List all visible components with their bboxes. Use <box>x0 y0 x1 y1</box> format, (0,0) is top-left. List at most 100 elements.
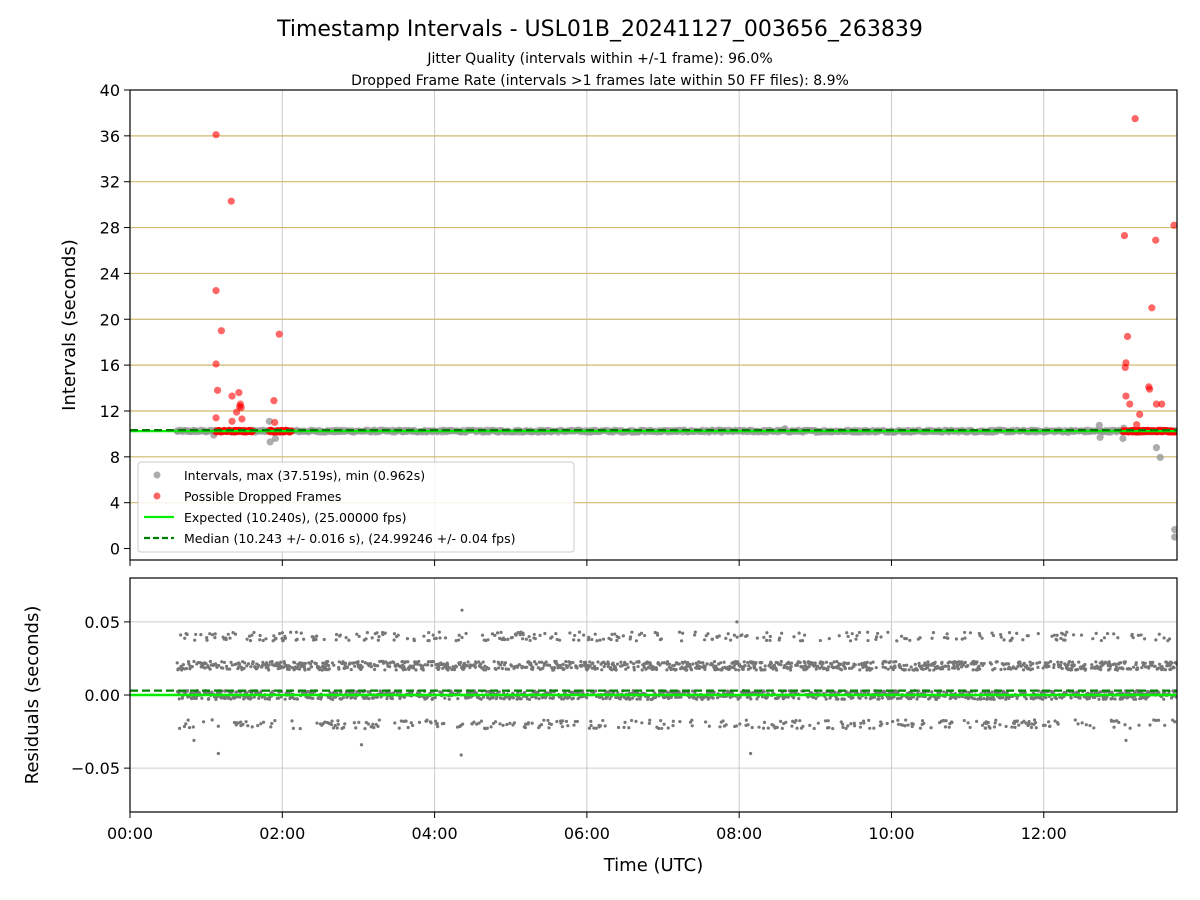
residual-point <box>909 691 914 695</box>
residual-point <box>954 695 958 699</box>
residual-point <box>1076 667 1080 672</box>
residual-point <box>521 637 525 641</box>
residual-point <box>443 636 448 640</box>
residual-point <box>703 664 707 669</box>
residual-point <box>508 721 512 725</box>
residual-point <box>541 666 545 670</box>
residual-point <box>808 723 812 727</box>
residual-point <box>1092 726 1096 730</box>
intervals-plot-area <box>130 90 1177 560</box>
residual-point <box>1024 697 1028 701</box>
residual-point <box>210 690 214 694</box>
residual-point <box>918 726 923 730</box>
residual-point <box>193 638 197 642</box>
residual-point <box>628 697 632 701</box>
residual-point <box>185 632 189 637</box>
residual-point <box>404 719 408 723</box>
dropped-frame-point <box>212 360 220 368</box>
residual-point <box>1113 697 1117 701</box>
residual-point <box>787 689 791 693</box>
residual-point <box>278 631 282 636</box>
residual-point <box>1153 664 1157 668</box>
residual-point <box>186 718 190 722</box>
residual-point <box>1026 634 1030 638</box>
residual-point <box>818 638 822 643</box>
residual-point <box>1035 661 1039 665</box>
residual-point <box>926 660 930 664</box>
residual-point <box>383 631 387 635</box>
residual-point <box>539 723 544 727</box>
residual-point <box>213 662 218 666</box>
residual-point <box>738 695 742 699</box>
residual-point <box>589 723 593 728</box>
residual-point <box>895 639 899 643</box>
residual-point <box>372 726 376 730</box>
interval-point <box>271 434 280 443</box>
residual-point <box>331 726 336 730</box>
residual-point <box>338 633 342 637</box>
residual-point <box>610 632 614 636</box>
residual-point <box>686 660 690 665</box>
residual-point <box>635 697 639 701</box>
residual-point <box>406 660 410 664</box>
residual-point <box>587 635 591 639</box>
residual-point <box>737 668 741 672</box>
residual-point <box>291 726 295 731</box>
interval-point <box>1096 433 1104 441</box>
residual-point <box>331 697 335 701</box>
residual-point <box>332 663 336 667</box>
residual-point <box>1073 718 1077 722</box>
residual-point <box>907 668 911 672</box>
residual-point <box>364 637 368 641</box>
residual-point <box>745 695 749 700</box>
residual-point <box>980 723 985 727</box>
residual-point <box>595 639 599 643</box>
residual-point <box>575 719 580 724</box>
residual-point <box>1094 660 1098 664</box>
residual-point <box>1134 661 1138 665</box>
residual-point <box>788 668 793 672</box>
residual-point <box>366 722 371 726</box>
residual-point <box>601 718 605 723</box>
residual-point <box>185 689 190 693</box>
residual-point <box>465 663 469 668</box>
residual-point <box>486 638 490 642</box>
residual-point <box>616 725 621 730</box>
residual-point <box>1043 661 1048 665</box>
residual-point <box>595 666 599 671</box>
residual-point <box>1114 662 1118 666</box>
residual-point <box>216 751 220 756</box>
interval-point <box>1171 533 1177 541</box>
residual-point <box>523 690 527 695</box>
residual-point <box>505 722 509 727</box>
residual-point <box>579 659 583 664</box>
residual-point <box>190 696 194 701</box>
residual-point <box>966 721 970 725</box>
residual-point <box>946 664 951 668</box>
residual-point <box>959 665 964 669</box>
residual-point <box>705 662 709 666</box>
residual-point <box>403 667 408 672</box>
residual-point <box>636 664 640 669</box>
residual-point <box>258 633 262 638</box>
residual-point <box>886 667 890 671</box>
residual-point <box>654 667 659 672</box>
residual-point <box>722 660 726 664</box>
residual-point <box>510 635 514 640</box>
residual-point <box>793 691 797 695</box>
residual-point <box>267 697 271 701</box>
residual-point <box>459 753 463 757</box>
residual-point <box>833 665 837 669</box>
residual-point <box>356 660 360 664</box>
residual-point <box>745 691 749 695</box>
residual-point <box>255 666 259 670</box>
residual-point <box>993 667 997 671</box>
residual-point <box>437 666 441 670</box>
residual-point <box>846 661 851 665</box>
residual-point <box>270 721 274 726</box>
residual-point <box>220 660 224 664</box>
residual-point <box>659 718 663 723</box>
x-tick-label: 08:00 <box>716 824 762 843</box>
residual-point <box>656 633 660 637</box>
residual-point <box>226 632 230 636</box>
